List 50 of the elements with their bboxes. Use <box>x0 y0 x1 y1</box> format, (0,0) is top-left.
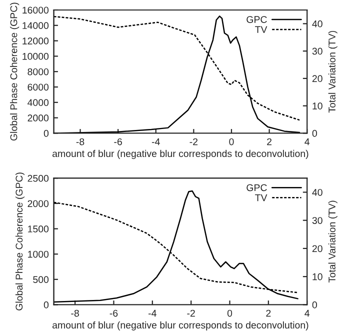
y-tick-label: 500 <box>33 276 49 284</box>
legend-label: TV <box>255 26 268 33</box>
y-axis-title: Global Phase Coherence (GPC) <box>15 172 25 310</box>
y-tick-label: 8000 <box>28 68 49 76</box>
y-tick-label: 0 <box>44 130 49 137</box>
y-tick-label: 1500 <box>28 226 49 232</box>
y2-tick-label: 0 <box>312 130 317 137</box>
y-tick-label: 16000 <box>22 6 49 14</box>
x-tick-label: -4 <box>152 138 160 146</box>
x-tick-label: 2 <box>267 138 272 146</box>
y-tick-label: 12000 <box>22 38 49 44</box>
x-tick-label: 4 <box>304 310 310 317</box>
x-axis-title: amount of blur (negative blur corresponds to deconvolution) <box>52 150 308 159</box>
x-tick-label: 0 <box>227 310 232 317</box>
y-tick-label: 0 <box>44 301 49 308</box>
x-tick-label: 4 <box>304 138 310 146</box>
x-tick-label: -6 <box>110 310 118 317</box>
y2-tick-label: 40 <box>312 20 322 28</box>
legend-label: GPC <box>246 16 267 23</box>
x-tick-label: -8 <box>71 310 79 317</box>
y-tick-label: 14000 <box>22 22 49 30</box>
y-tick-label: 1000 <box>28 250 49 258</box>
x-tick-label: 2 <box>266 310 271 317</box>
y2-tick-label: 30 <box>312 217 322 224</box>
x-tick-label: 0 <box>229 138 234 146</box>
legend-label: TV <box>255 194 268 202</box>
x-tick-label: -2 <box>187 310 195 317</box>
y-axis-title: Global Phase Coherence (GPC) <box>10 2 20 141</box>
y-tick-label: 10000 <box>22 52 49 60</box>
x-tick-label: -8 <box>76 138 84 146</box>
y-tick-label: 2500 <box>28 174 49 182</box>
y2-axis-title: Total Variation (TV) <box>328 30 338 113</box>
y2-tick-label: 30 <box>312 48 322 55</box>
y2-tick-label: 0 <box>312 301 317 308</box>
y2-tick-label: 10 <box>312 273 322 280</box>
y2-axis-title: Total Variation (TV) <box>328 200 338 282</box>
x-tick-label: -2 <box>190 138 198 146</box>
x-tick-label: -6 <box>114 138 122 146</box>
x-tick-label: -4 <box>148 310 156 317</box>
x-axis-title: amount of blur (negative blur corresponds to deconvolution) <box>52 321 308 330</box>
y-tick-label: 2000 <box>28 114 49 122</box>
y-tick-label: 2000 <box>28 200 49 208</box>
y2-tick-label: 20 <box>312 245 322 252</box>
y2-tick-label: 20 <box>312 75 322 82</box>
y2-tick-label: 40 <box>312 188 322 196</box>
y-tick-label: 6000 <box>28 84 49 91</box>
line-series <box>54 190 298 303</box>
y-tick-label: 4000 <box>28 99 49 106</box>
y2-tick-label: 10 <box>312 102 322 110</box>
legend-label: GPC <box>246 184 267 192</box>
